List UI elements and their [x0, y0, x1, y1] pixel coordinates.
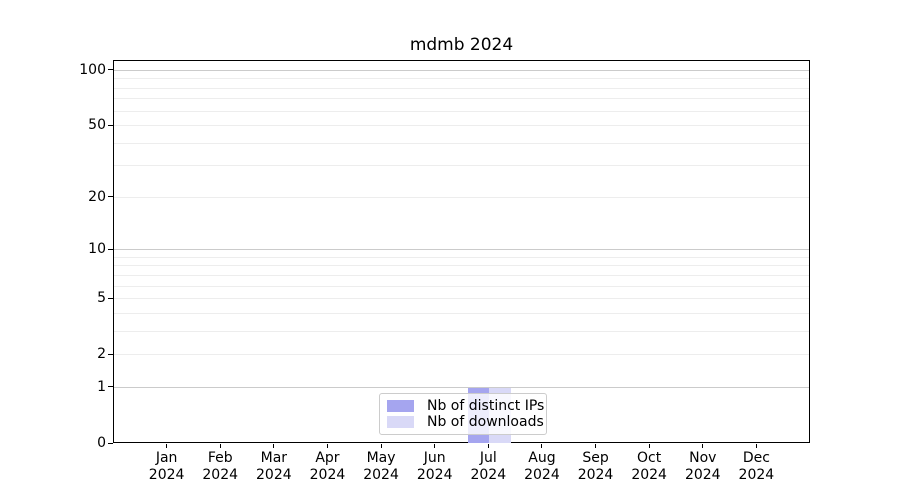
x-tick-jan: [166, 444, 168, 448]
y-tick-2: [108, 353, 113, 355]
plot-area: [113, 60, 810, 443]
x-tick-label-aug: Aug 2024: [524, 450, 560, 483]
gridline-minor-y-90: [114, 78, 809, 80]
gridline-minor-y-70: [114, 98, 809, 100]
legend-swatch-downloads: [387, 416, 414, 428]
x-tick-label-apr: Apr 2024: [309, 450, 346, 483]
y-tick-100: [108, 69, 113, 71]
gridline-minor-y-20: [114, 196, 809, 198]
gridline-minor-y-4: [114, 312, 809, 314]
y-tick-label-1: 1: [97, 378, 106, 395]
y-tick-label-50: 50: [88, 117, 106, 134]
y-tick-5: [108, 297, 113, 299]
legend-swatch-distinct-ips: [387, 400, 414, 412]
gridline-minor-y-2: [114, 354, 809, 356]
y-tick-1: [108, 386, 113, 388]
y-tick-label-2: 2: [97, 346, 106, 363]
x-tick-label-oct: Oct 2024: [631, 450, 667, 483]
x-tick-label-dec: Dec 2024: [738, 450, 775, 483]
gridline-major-y-1: [114, 386, 809, 388]
legend-item-downloads: Nb of downloads: [387, 414, 544, 430]
x-tick-sep: [595, 444, 597, 448]
gridline-minor-y-9: [114, 256, 809, 258]
x-tick-dec: [755, 444, 757, 448]
gridline-minor-y-8: [114, 265, 809, 267]
x-tick-label-jun: Jun 2024: [416, 450, 453, 483]
y-tick-0: [108, 442, 113, 444]
y-tick-label-100: 100: [79, 61, 106, 78]
x-tick-mar: [273, 444, 275, 448]
x-tick-label-feb: Feb 2024: [202, 450, 239, 483]
gridline-minor-y-6: [114, 285, 809, 287]
legend-item-distinct-ips: Nb of distinct IPs: [387, 398, 544, 414]
gridline-minor-y-60: [114, 110, 809, 112]
x-tick-feb: [219, 444, 221, 448]
x-tick-label-jul: Jul 2024: [470, 450, 507, 483]
legend-label-distinct-ips: Nb of distinct IPs: [427, 398, 545, 414]
y-tick-label-10: 10: [88, 241, 106, 258]
x-tick-label-jan: Jan 2024: [148, 450, 185, 483]
x-tick-apr: [326, 444, 328, 448]
gridline-minor-y-80: [114, 87, 809, 89]
x-tick-label-may: May 2024: [363, 450, 399, 483]
y-tick-10: [108, 248, 113, 250]
legend: Nb of distinct IPs Nb of downloads: [379, 393, 547, 435]
y-tick-label-5: 5: [97, 290, 106, 307]
x-tick-label-nov: Nov 2024: [684, 450, 721, 483]
gridline-minor-y-30: [114, 165, 809, 167]
x-tick-may: [380, 444, 382, 448]
x-tick-aug: [541, 444, 543, 448]
gridline-minor-y-40: [114, 142, 809, 144]
gridline-minor-y-3: [114, 330, 809, 332]
gridline-minor-y-5: [114, 298, 809, 300]
gridline-minor-y-7: [114, 274, 809, 276]
legend-label-downloads: Nb of downloads: [427, 414, 544, 430]
gridline-major-y-10: [114, 249, 809, 251]
x-tick-nov: [702, 444, 704, 448]
x-tick-jul: [487, 444, 489, 448]
y-tick-50: [108, 124, 113, 126]
y-tick-label-20: 20: [88, 188, 106, 205]
x-tick-label-sep: Sep 2024: [577, 450, 614, 483]
x-tick-jun: [434, 444, 436, 448]
y-tick-label-0: 0: [97, 435, 106, 451]
gridline-minor-y-50: [114, 125, 809, 127]
y-tick-20: [108, 196, 113, 198]
x-tick-oct: [648, 444, 650, 448]
x-tick-label-mar: Mar 2024: [256, 450, 292, 483]
chart-title: mdmb 2024: [409, 35, 514, 55]
gridline-major-y-100: [114, 69, 809, 71]
